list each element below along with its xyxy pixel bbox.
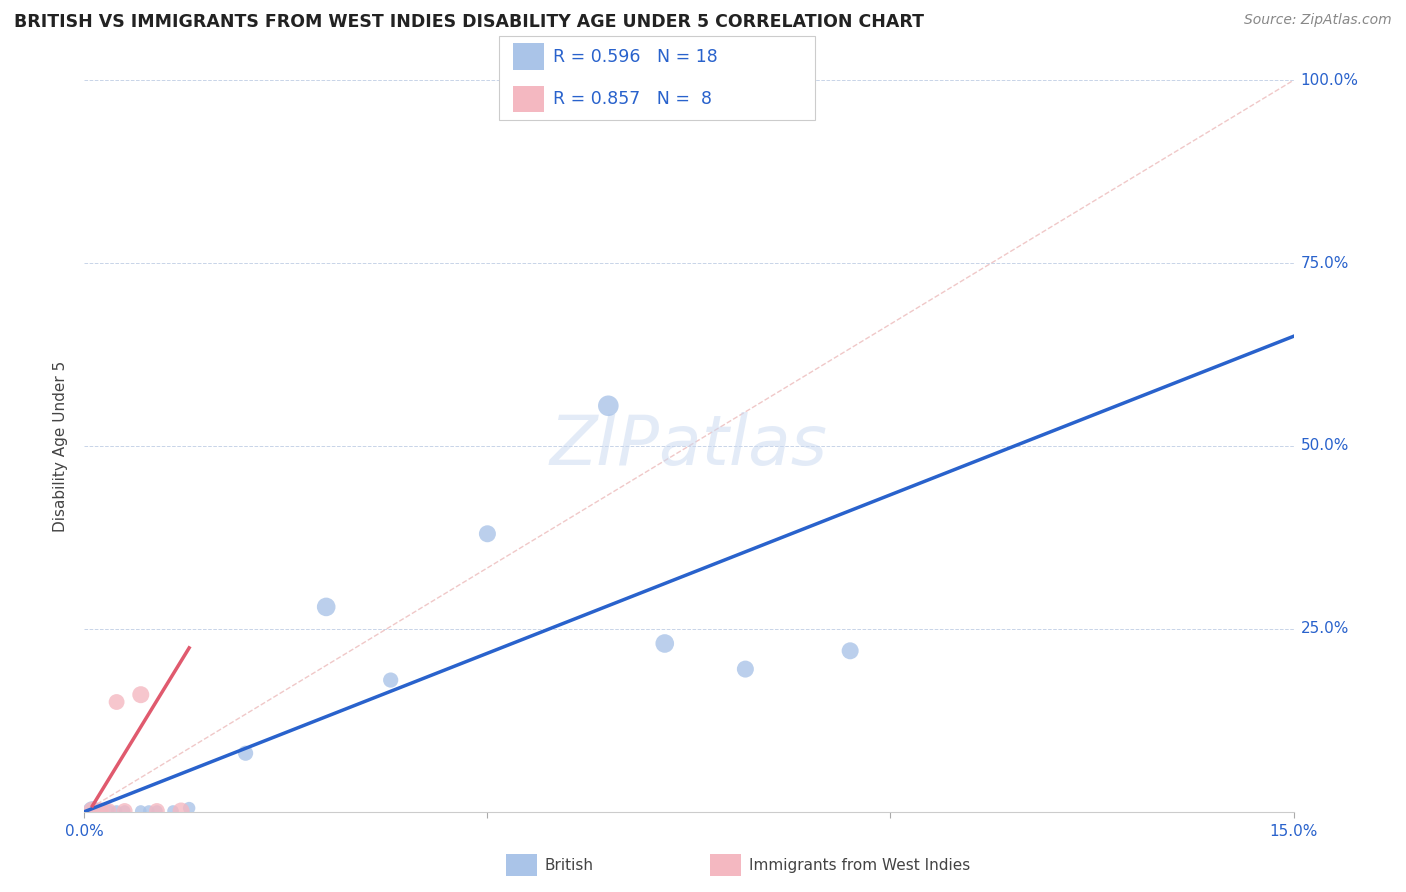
Point [380,673,402,687]
Text: 75.0%: 75.0% [1301,256,1348,270]
Point [146,804,169,818]
Text: 100.0%: 100.0% [1301,73,1358,87]
Point [129,688,152,702]
Point [105,804,128,818]
Text: BRITISH VS IMMIGRANTS FROM WEST INDIES DISABILITY AGE UNDER 5 CORRELATION CHART: BRITISH VS IMMIGRANTS FROM WEST INDIES D… [14,13,924,31]
Text: British: British [544,858,593,872]
Point [97,804,120,818]
Point [235,746,257,760]
Point [146,804,169,818]
Point [734,662,756,676]
Point [129,804,152,818]
Text: R = 0.596   N = 18: R = 0.596 N = 18 [553,48,717,66]
Point [170,804,193,818]
Text: 25.0%: 25.0% [1301,622,1348,636]
Point [114,804,136,818]
Text: Immigrants from West Indies: Immigrants from West Indies [749,858,970,872]
Point [598,399,620,413]
Text: 50.0%: 50.0% [1301,439,1348,453]
Point [82,804,104,818]
Text: R = 0.857   N =  8: R = 0.857 N = 8 [553,90,711,108]
Point [654,636,676,650]
Point [82,804,104,818]
Point [839,644,862,658]
Point [162,804,184,818]
Point [89,804,111,818]
Point [105,695,128,709]
Point [89,804,111,818]
Text: ZIPatlas: ZIPatlas [550,412,828,480]
Point [179,801,201,815]
Point [97,804,120,818]
Point [477,526,499,541]
Text: Source: ZipAtlas.com: Source: ZipAtlas.com [1244,13,1392,28]
Point [138,804,160,818]
Point [114,804,136,818]
Point [315,599,337,614]
Y-axis label: Disability Age Under 5: Disability Age Under 5 [53,360,69,532]
